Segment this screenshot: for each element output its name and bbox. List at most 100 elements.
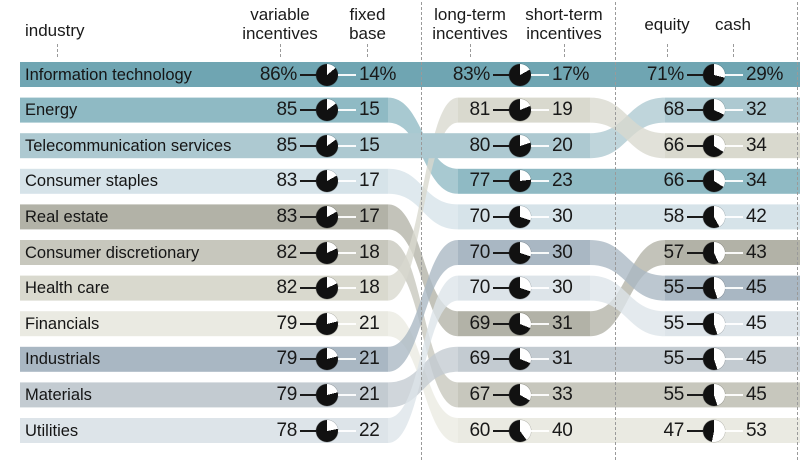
axis-tick-dashed xyxy=(667,44,668,57)
industry-label: Materials xyxy=(25,385,92,404)
connector-line xyxy=(725,251,743,254)
industry-label: Consumer discretionary xyxy=(25,243,200,262)
connector-line xyxy=(493,287,509,290)
connector-line xyxy=(338,144,356,147)
header-cash: cash xyxy=(715,15,751,34)
connector-line xyxy=(687,429,703,432)
value-left: 80 xyxy=(469,134,490,156)
pie-icon xyxy=(703,205,725,228)
ribbon-curve xyxy=(388,240,458,408)
axis-tick-dashed xyxy=(733,44,734,57)
pie-icon xyxy=(509,277,531,300)
value-left: 79 xyxy=(276,383,297,405)
pie-icon xyxy=(509,419,531,442)
header-short-term-incentives: short-term incentives xyxy=(525,5,603,43)
value-right: 31 xyxy=(552,312,573,334)
connector-line xyxy=(725,287,743,290)
pie-icon xyxy=(316,241,338,264)
pay-split-stat: 81 19 xyxy=(445,98,597,122)
value-right: 45 xyxy=(746,383,767,405)
value-right: 29% xyxy=(746,63,784,85)
value-right: 15 xyxy=(359,134,380,156)
connector-line xyxy=(687,251,703,254)
connector-line xyxy=(531,180,549,183)
value-right: 21 xyxy=(359,383,380,405)
connector-line xyxy=(338,251,356,254)
ribbon-curve xyxy=(388,275,458,443)
value-right: 34 xyxy=(746,170,767,192)
value-right: 20 xyxy=(552,134,573,156)
value-left: 82 xyxy=(276,241,297,263)
value-left: 70 xyxy=(469,277,490,299)
ribbon-curve xyxy=(590,275,665,337)
pay-split-stat: 82 18 xyxy=(252,276,404,300)
connector-line xyxy=(300,251,316,254)
value-right: 21 xyxy=(359,348,380,370)
value-left: 77 xyxy=(469,170,490,192)
value-right: 43 xyxy=(746,241,767,263)
connector-line xyxy=(531,393,549,396)
connector-line xyxy=(493,322,509,325)
connector-line xyxy=(493,215,509,218)
pie-icon xyxy=(316,348,338,371)
connector-line xyxy=(338,358,356,361)
connector-line xyxy=(300,358,316,361)
value-right: 45 xyxy=(746,277,767,299)
pay-split-stat: 78 22 xyxy=(252,419,404,443)
industry-label: Consumer staples xyxy=(25,172,158,191)
ribbon-curve xyxy=(590,240,665,337)
value-right: 45 xyxy=(746,348,767,370)
connector-line xyxy=(687,358,703,361)
value-left: 68 xyxy=(663,99,684,121)
axis-tick-dashed xyxy=(57,44,58,57)
connector-line xyxy=(493,144,509,147)
value-left: 82 xyxy=(276,277,297,299)
value-left: 83 xyxy=(276,170,297,192)
ribbon-curve xyxy=(590,97,665,159)
value-right: 23 xyxy=(552,170,573,192)
connector-line xyxy=(338,287,356,290)
pie-icon xyxy=(703,63,725,86)
industry-label: Telecommunication services xyxy=(25,136,232,155)
pie-icon xyxy=(316,170,338,193)
pie-icon xyxy=(316,312,338,335)
connector-line xyxy=(531,109,549,112)
value-left: 83 xyxy=(276,205,297,227)
pie-icon xyxy=(316,134,338,157)
connector-line xyxy=(493,251,509,254)
value-left: 70 xyxy=(469,205,490,227)
ribbon-curve xyxy=(388,97,458,301)
pay-split-stat: 57 43 xyxy=(639,241,791,265)
connector-line xyxy=(300,180,316,183)
value-right: 31 xyxy=(552,348,573,370)
value-right: 17% xyxy=(552,63,590,85)
value-left: 67 xyxy=(469,383,490,405)
connector-line xyxy=(725,215,743,218)
header-long-term-incentives: long-term incentives xyxy=(432,5,508,43)
value-right: 19 xyxy=(552,99,573,121)
connector-line xyxy=(493,358,509,361)
pay-split-stat: 47 53 xyxy=(639,419,791,443)
pie-icon xyxy=(703,312,725,335)
pay-split-stat: 77 23 xyxy=(445,169,597,193)
connector-line xyxy=(687,393,703,396)
pie-icon xyxy=(509,134,531,157)
connector-line xyxy=(687,73,703,76)
connector-line xyxy=(687,144,703,147)
industry-label: Financials xyxy=(25,314,100,333)
value-right: 53 xyxy=(746,419,767,441)
pie-icon xyxy=(509,63,531,86)
pay-split-stat: 85 15 xyxy=(252,98,404,122)
connector-line xyxy=(493,180,509,183)
value-left: 71% xyxy=(646,63,684,85)
value-right: 33 xyxy=(552,383,573,405)
value-left: 66 xyxy=(663,134,684,156)
connector-line xyxy=(725,73,743,76)
value-left: 85 xyxy=(276,99,297,121)
connector-line xyxy=(338,215,356,218)
connector-line xyxy=(531,358,549,361)
axis-tick-dashed xyxy=(470,44,471,57)
connector-line xyxy=(531,287,549,290)
value-right: 17 xyxy=(359,205,380,227)
connector-line xyxy=(687,215,703,218)
